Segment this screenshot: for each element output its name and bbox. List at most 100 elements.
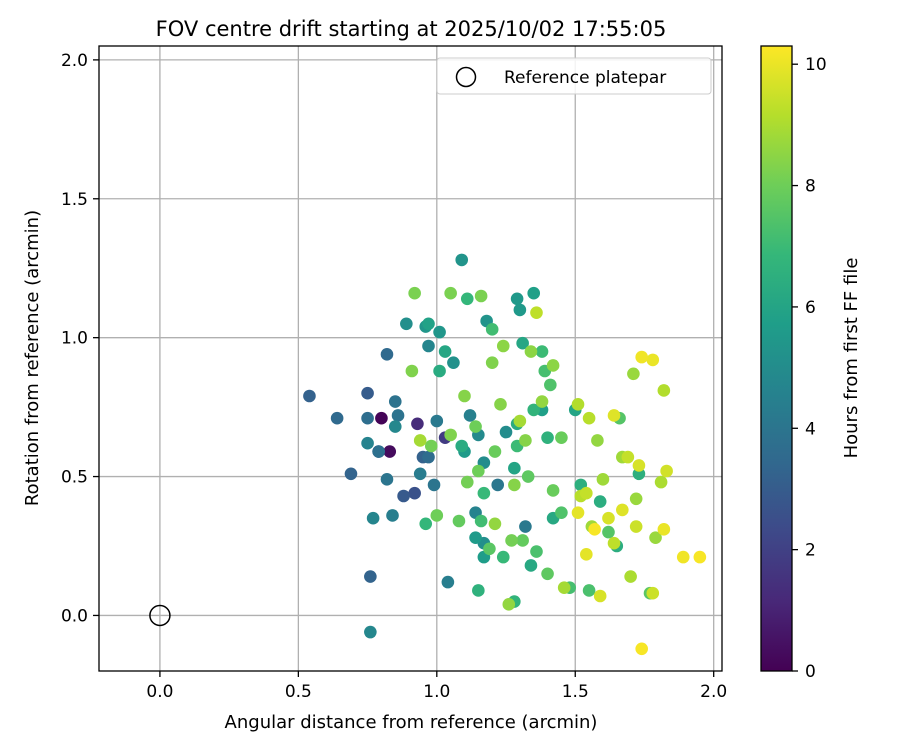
data-point — [535, 395, 549, 408]
colorbar-tick-label: 10 — [805, 55, 827, 75]
data-point — [632, 459, 646, 472]
colorbar-label: Hours from first FF file — [841, 258, 862, 459]
data-point — [380, 473, 394, 486]
data-point — [458, 389, 471, 403]
y-tick-label: 1.0 — [61, 329, 88, 349]
data-point — [616, 503, 629, 517]
data-point — [488, 445, 502, 458]
data-point — [483, 542, 496, 556]
data-point — [380, 348, 394, 361]
data-point — [472, 464, 485, 478]
y-tick-label: 0.5 — [61, 468, 88, 488]
data-point — [513, 414, 527, 428]
data-point — [422, 339, 435, 353]
x-axis-ticks: 0.0 0.5 1.0 1.5 2.0 — [146, 671, 727, 702]
legend-marker-circle-icon — [455, 66, 477, 88]
data-point — [541, 431, 554, 444]
reference-marker-layer — [149, 604, 171, 627]
data-point — [508, 478, 521, 492]
y-tick-label: 2.0 — [61, 51, 88, 71]
data-point — [629, 492, 643, 506]
chart-title: FOV centre drift starting at 2025/10/02 … — [156, 17, 667, 41]
data-point — [635, 350, 649, 364]
reference-platepar-marker — [149, 604, 171, 627]
data-point — [460, 292, 474, 306]
data-point — [419, 517, 433, 531]
data-point — [364, 570, 377, 583]
data-point — [513, 303, 527, 317]
data-point — [469, 420, 482, 433]
data-point — [530, 306, 543, 319]
data-point — [452, 514, 466, 528]
data-point — [621, 450, 635, 464]
x-tick-label: 0.5 — [285, 682, 312, 702]
data-point — [494, 398, 507, 411]
data-point — [372, 445, 385, 458]
data-point — [624, 570, 637, 583]
data-point — [607, 536, 621, 550]
data-point — [424, 439, 438, 453]
data-point — [447, 356, 460, 369]
data-point — [649, 531, 662, 544]
data-point — [657, 523, 671, 536]
data-point — [593, 495, 607, 508]
y-tick-label: 0.0 — [61, 606, 88, 626]
data-point — [441, 575, 455, 589]
data-point — [530, 545, 543, 558]
data-point — [693, 550, 707, 564]
y-tick-label: 1.5 — [61, 190, 88, 210]
x-tick-label: 1.5 — [562, 682, 589, 702]
data-point — [469, 531, 482, 544]
data-point — [524, 345, 538, 358]
colorbar-tick-label: 0 — [805, 662, 816, 682]
data-point — [635, 642, 649, 656]
data-point — [557, 581, 571, 594]
data-point — [516, 534, 529, 547]
data-point — [602, 525, 615, 539]
colorbar-tick-label: 2 — [805, 541, 816, 561]
data-point — [555, 506, 568, 519]
data-point — [460, 475, 474, 489]
data-point — [383, 445, 397, 458]
colorbar-tick-label: 6 — [805, 298, 816, 318]
y-axis-label: Rotation from reference (arcmin) — [22, 210, 43, 506]
x-axis-label: Angular distance from reference (arcmin) — [225, 712, 598, 733]
data-point — [474, 289, 488, 303]
data-point — [541, 567, 554, 581]
data-point — [496, 550, 510, 564]
data-point — [582, 411, 596, 425]
data-point — [472, 584, 485, 597]
data-point — [588, 523, 601, 536]
data-point — [430, 414, 444, 428]
data-point — [544, 378, 557, 392]
data-point — [427, 478, 441, 492]
data-point — [535, 345, 549, 358]
data-point — [629, 520, 643, 533]
data-point — [580, 486, 593, 500]
data-point — [491, 478, 505, 492]
data-point — [521, 470, 535, 483]
plot-frame — [98, 45, 723, 672]
data-point — [499, 425, 513, 439]
data-point — [660, 464, 673, 478]
data-point — [602, 511, 615, 525]
data-point — [405, 364, 419, 378]
data-point — [596, 473, 610, 486]
x-tick-label: 0.0 — [146, 682, 173, 702]
data-point — [508, 461, 521, 475]
data-point — [502, 598, 516, 611]
data-point — [488, 517, 502, 531]
data-point — [388, 395, 402, 408]
legend: Reference platepar — [436, 57, 712, 95]
data-point — [593, 589, 607, 603]
data-point — [474, 514, 488, 528]
data-point — [411, 417, 424, 431]
y-axis-ticks: 0.0 0.5 1.0 1.5 2.0 — [61, 51, 99, 626]
data-point — [582, 584, 596, 597]
data-point — [646, 353, 660, 367]
data-point — [519, 434, 532, 447]
data-point — [485, 323, 499, 336]
data-point — [546, 359, 560, 372]
data-point — [571, 398, 585, 411]
